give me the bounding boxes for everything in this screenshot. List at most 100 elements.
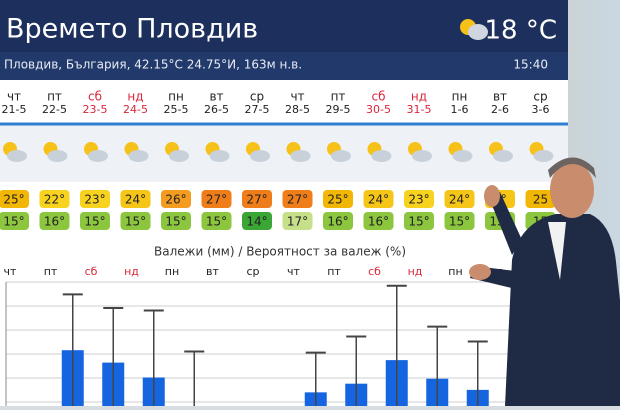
date: 28-5 [285,103,310,116]
probability-whisker [467,340,488,406]
weather-icon [43,142,68,162]
title: Времето Пловдив [6,14,258,45]
weather-icon [205,142,230,162]
low-temperature: 15° [125,215,146,229]
x-tick-label: нд [124,265,139,278]
date: 26-5 [204,103,229,116]
weekday: чт [7,90,21,104]
time: 15:40 [513,58,548,72]
weekday: чт [290,90,304,104]
chart-title: Валежи (мм) / Вероятност за валеж (%) [154,245,406,259]
high-badge [444,190,475,208]
current-temperature: 18 °C [484,16,557,46]
high-badge [525,190,556,208]
x-tick-label: пт [327,265,341,278]
high-temperature: 22° [44,193,65,207]
low-temperature: 15° [84,215,105,229]
low-temperature: 15° [3,215,24,229]
low-temperature: 14° [246,215,267,229]
high-temperature: 24° [368,193,389,207]
cloud [493,150,513,162]
weekday: вт [209,90,223,104]
weekday: вт [493,90,507,104]
low-temperature: 16° [44,215,65,229]
weekday: ср [533,90,547,104]
weekday: пт [47,90,62,104]
forecast: чт21-525°15°пт22-522°16°сб23-523°15°нд24… [0,90,556,230]
probability-whisker [184,350,205,406]
x-tick-label: пн [165,265,179,278]
high-badge [161,190,191,208]
cloud [169,150,189,162]
weather-icon [124,142,149,162]
presenter [469,157,620,406]
x-tick-label: сб [85,265,98,278]
high-temperature: 23° [408,193,429,207]
high-temperature: 27° [246,193,267,207]
x-tick-label: нд [408,265,423,278]
date: 31-5 [407,103,432,116]
x-tick-label: ср [246,265,259,278]
high-badge [282,190,313,208]
high-badge [80,190,110,208]
low-badge [161,212,191,230]
weather-icon [327,142,351,162]
date: 29-5 [326,103,351,116]
low-temperature: 16° [368,215,389,229]
probability-whisker [103,307,124,406]
cloud [533,150,554,162]
location: Пловдив, България, 42.15°С 24.75°И, 163м… [4,58,302,72]
weekday: ср [250,90,264,104]
cloud [250,150,270,162]
weather-icon [246,142,270,162]
high-temperature: 24° [125,193,146,207]
high-badge [39,190,70,208]
low-temperature: 16° [327,215,348,229]
probability-whisker [305,351,326,406]
low-badge [282,212,313,230]
weather-icon [460,19,488,40]
x-tick-label: пн [448,265,462,278]
date: 30-5 [366,103,391,116]
date: 27-5 [245,103,270,116]
low-badge [242,212,272,230]
date: 2-6 [491,103,509,116]
high-badge [323,190,353,208]
high-badge [201,190,232,208]
high-temperature: 23° [84,193,105,207]
subheader-band [0,52,568,80]
low-badge [201,212,232,230]
low-badge [404,212,434,230]
low-temperature: 15° [408,215,429,229]
icon-row [0,124,568,182]
weather-icon [408,142,432,162]
weekday: пт [331,90,346,104]
weather-icon [489,142,513,162]
cloud [88,150,108,162]
x-tick-label: сб [368,265,381,278]
high-temperature: 26° [165,193,186,207]
weather-icon [448,142,473,162]
low-temperature: 15° [165,215,186,229]
high-badge [404,190,434,208]
weekday: нд [127,90,143,104]
cloud [209,150,230,162]
low-badge [0,212,29,230]
high-temperature: 27° [206,193,227,207]
high-temperature: 25° [3,193,24,207]
x-tick-label: чт [287,265,300,278]
high-temperature: 25 [533,193,548,207]
weekday: пн [168,90,184,104]
date: 22-5 [42,103,67,116]
weekday: нд [411,90,427,104]
high-badge [242,190,272,208]
low-temperature: 17° [287,215,308,229]
high-badge [120,190,151,208]
low-badge [323,212,353,230]
low-badge [120,212,151,230]
cloud [7,150,27,162]
probability-whisker [346,335,367,406]
weather-icon [367,142,392,162]
probability-whisker [62,293,83,406]
